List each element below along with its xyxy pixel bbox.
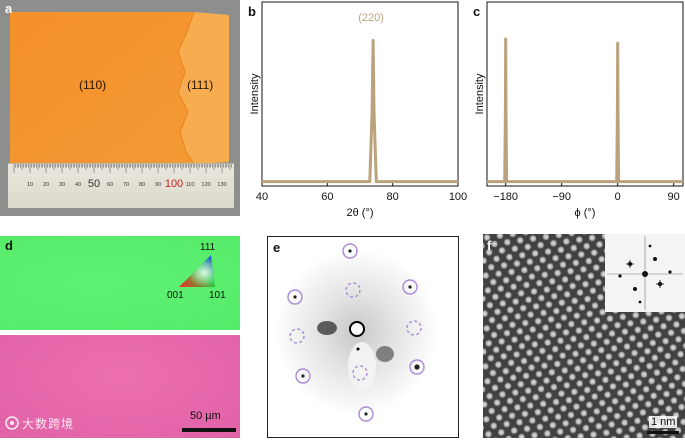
watermark-logo-icon — [5, 416, 19, 430]
series-line — [487, 37, 683, 184]
ruler-number-40: 40 — [74, 182, 82, 188]
ruler-number-60: 60 — [106, 182, 114, 188]
y-axis-label: Intensity — [474, 73, 486, 114]
y-axis-label: Intensity — [249, 73, 261, 114]
ruler-number-90: 90 — [154, 182, 162, 188]
panel-label-c: c — [473, 4, 481, 19]
panel-label-b: b — [248, 4, 256, 19]
panel-f-stem: 1 nm — [483, 234, 685, 438]
peak-annotation: (220) — [358, 12, 384, 24]
x-axis-label: 2θ (°) — [346, 207, 373, 219]
ruler-number-20: 20 — [42, 182, 50, 188]
chart-c-svg: −180 −90 0 90 ϕ (°) Intensity — [474, 1, 684, 219]
panel-label-a: a — [5, 1, 13, 16]
ipf-color-triangle — [179, 255, 215, 287]
ruler-number-130: 130 — [217, 182, 227, 188]
diffraction-pattern — [267, 236, 459, 438]
spots-dashed — [289, 282, 422, 381]
direct-beam-stop — [349, 321, 365, 337]
ruler-number-70: 70 — [122, 182, 130, 188]
panel-d-ebsd: 111 001 101 50 µm 大数跨境 — [0, 232, 240, 438]
x-tick-label: 40 — [256, 191, 268, 203]
ruler-number-100: 100 — [164, 178, 184, 190]
x-tick-label: 60 — [321, 191, 333, 203]
x-tick-label: −180 — [493, 191, 518, 203]
chart-b-svg: 40 60 80 100 2θ (°) Intensity (220) — [249, 1, 467, 219]
plot-frame — [486, 1, 684, 187]
scale-bar-label-f: 1 nm — [649, 416, 678, 428]
x-tick-label: 0 — [615, 191, 621, 203]
watermark: 大数跨境 — [22, 417, 75, 431]
ruler-number-30: 30 — [58, 182, 66, 188]
scale-bar-d — [182, 428, 236, 432]
x-tick-label: 90 — [668, 191, 680, 203]
plot-frame — [261, 1, 459, 187]
panel-b-xrd-chart: 40 60 80 100 2θ (°) Intensity (220) — [245, 0, 470, 225]
ipf-label-101: 101 — [209, 290, 226, 301]
ruler-number-80: 80 — [138, 182, 146, 188]
ipf-label-001: 001 — [167, 290, 184, 301]
panel-e-diffraction — [267, 236, 459, 438]
spots-solid — [287, 243, 425, 422]
panel-label-d: d — [5, 238, 13, 253]
ruler-number-50: 50 — [87, 178, 101, 190]
x-tick-label: 100 — [449, 191, 467, 203]
scale-bar-label-d: 50 µm — [190, 410, 221, 422]
ruler-number-120: 120 — [201, 182, 211, 188]
panel-c-phi-chart: −180 −90 0 90 ϕ (°) Intensity — [470, 0, 685, 225]
series-line — [262, 38, 458, 184]
ruler-number-10: 10 — [26, 182, 34, 188]
fft-inset — [605, 234, 685, 312]
x-tick-label: −90 — [552, 191, 571, 203]
grain-label-110: (110) — [79, 78, 107, 92]
grain-label-111: (111) — [187, 78, 214, 92]
x-tick-label: 80 — [387, 191, 399, 203]
panel-a-photo: (110) (111) 10 20 30 40 60 70 80 90 110 120 130 50 1… — [0, 0, 240, 216]
ebsd-map-pink — [0, 335, 240, 438]
ruler: 10 20 30 40 60 70 80 90 110 120 130 50 100 — [8, 163, 234, 208]
scale-bar-f — [647, 431, 679, 434]
ruler-number-110: 110 — [185, 182, 195, 188]
copper-foil — [10, 12, 229, 164]
panel-label-e: e — [273, 240, 281, 255]
ruler-ticks — [13, 164, 232, 173]
grain-111-region — [178, 12, 229, 164]
ipf-label-111: 111 — [200, 242, 216, 253]
panel-label-f: f — [487, 238, 492, 253]
x-axis-label: ϕ (°) — [575, 207, 596, 219]
